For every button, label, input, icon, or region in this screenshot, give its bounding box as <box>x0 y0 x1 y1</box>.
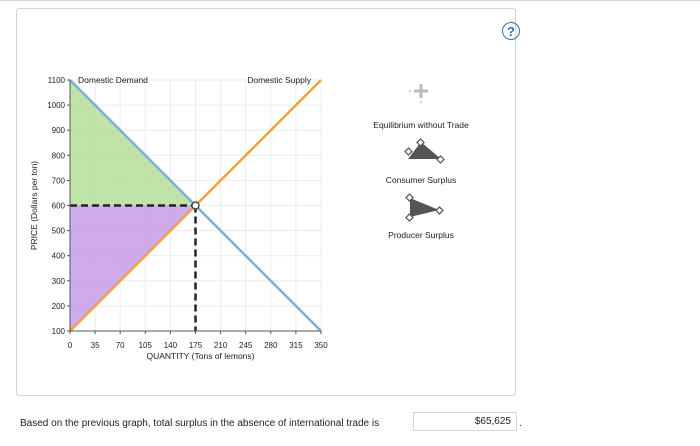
top-divider <box>0 0 700 1</box>
graph-area: 0 35 70 105 140 175 210 245 280 315 350 100 200 300 4… <box>29 75 445 361</box>
help-button[interactable]: ? <box>502 22 520 40</box>
y-tick-label: 1000 <box>47 101 65 110</box>
y-tick-label: 100 <box>52 327 66 336</box>
equilibrium-legend-label: Equilibrium without Trade <box>373 120 469 130</box>
y-axis-label: PRICE (Dollars per ton) <box>29 161 39 250</box>
y-tick-label: 800 <box>52 151 66 160</box>
x-tick-label: 35 <box>91 341 100 350</box>
supply-label: Domestic Supply <box>247 75 312 85</box>
y-tick-label: 400 <box>52 252 66 261</box>
x-tick-label: 175 <box>189 341 203 350</box>
y-axis-ticks: 100 200 300 400 500 600 700 800 900 1000 1100 <box>47 76 70 336</box>
consumer-surplus-legend-label: Consumer Surplus <box>385 175 457 185</box>
y-tick-label: 700 <box>52 176 66 185</box>
y-tick-label: 1100 <box>48 76 66 85</box>
demand-label: Domestic Demand <box>78 75 148 85</box>
x-tick-label: 0 <box>68 341 73 350</box>
x-tick-label: 210 <box>214 341 228 350</box>
x-axis-ticks: 0 35 70 105 140 175 210 245 280 315 350 <box>68 331 328 350</box>
x-tick-label: 280 <box>264 341 278 350</box>
y-tick-label: 500 <box>52 227 66 236</box>
consumer-surplus-tool-icon[interactable] <box>404 138 445 164</box>
y-tick-label: 600 <box>52 202 66 211</box>
graph-panel: ? 0 35 70 105 140 175 210 245 280 315 350 100 200 30… <box>16 8 520 396</box>
equilibrium-point[interactable] <box>191 201 200 210</box>
question-text: Based on the previous graph, total surpl… <box>20 418 380 429</box>
y-tick-label: 300 <box>52 277 66 286</box>
x-axis-label: QUANTITY (Tons of lemons) <box>146 351 254 361</box>
producer-surplus-tool-icon[interactable] <box>405 193 444 222</box>
y-tick-label: 200 <box>52 302 66 311</box>
x-tick-label: 70 <box>116 341 125 350</box>
equilibrium-tool-icon[interactable] <box>409 84 428 103</box>
x-tick-label: 105 <box>139 341 153 350</box>
y-tick-label: 900 <box>52 126 66 135</box>
x-tick-label: 140 <box>164 341 178 350</box>
x-tick-label: 315 <box>289 341 303 350</box>
equilibrium-marker[interactable] <box>191 201 200 210</box>
total-surplus-answer-field[interactable]: $65,625 <box>413 412 517 431</box>
producer-surplus-legend-label: Producer Surplus <box>388 230 454 240</box>
x-tick-label: 350 <box>314 341 328 350</box>
x-tick-label: 245 <box>239 341 253 350</box>
question-period: . <box>519 418 522 429</box>
